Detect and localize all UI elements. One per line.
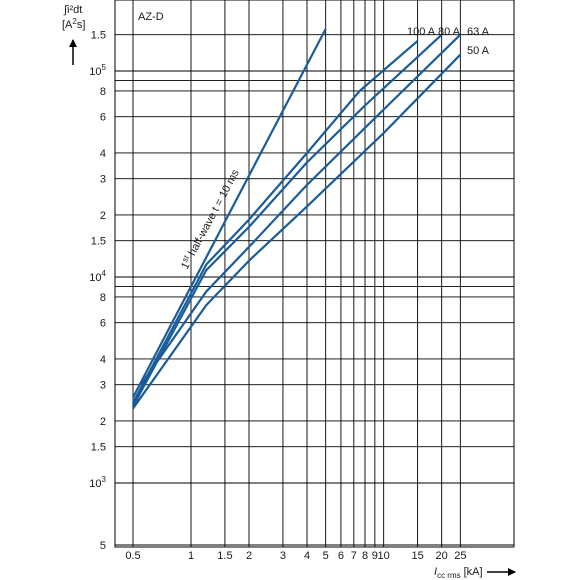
series-label: 50 A (467, 45, 490, 57)
y-tick-label: 2 (100, 210, 106, 222)
x-tick-label: 15 (411, 550, 423, 562)
series-line-100-a (132, 40, 419, 404)
series-label: 80 A (438, 26, 461, 38)
x-tick-label: 1.5 (217, 550, 232, 562)
x-tick-label: 7 (351, 550, 357, 562)
x-tick-label: 8 (362, 550, 368, 562)
series-line-63-a (140, 33, 462, 386)
y-tick-label: 4 (100, 148, 106, 160)
x-tick-label: 10 (378, 550, 390, 562)
x-tick-label: 6 (338, 550, 344, 562)
x-tick-label: 2 (246, 550, 252, 562)
y-tick-label: 105 (89, 63, 106, 78)
x-tick-label: 0.5 (125, 550, 140, 562)
x-tick-label: 1 (188, 550, 194, 562)
y-tick-label: 6 (100, 112, 106, 124)
half-wave-label: 1st half-wave t = 10 ms (177, 166, 242, 271)
half-wave-reference-line (132, 28, 327, 399)
x-tick-label: 5 (323, 550, 329, 562)
y-tick-label: 103 (89, 475, 106, 490)
plot-frame (114, 0, 515, 548)
x-tick-label: 20 (436, 550, 448, 562)
series-label: 63 A (467, 26, 490, 38)
y-axis-label-line1: ∫i²dt (63, 4, 82, 16)
x-tick-label: 25 (454, 550, 466, 562)
y-tick-label: 2 (100, 416, 106, 428)
series-label: 100 A (407, 26, 436, 38)
y-tick-label: 1.5 (91, 30, 106, 42)
y-tick-label: 1.5 (91, 442, 106, 454)
x-axis-label: Icc rms [kA] (434, 566, 483, 580)
y-tick-label: 104 (89, 269, 106, 284)
series-line-80-a (132, 33, 443, 408)
y-tick-label: 1.5 (91, 236, 106, 248)
y-tick-label: 6 (100, 318, 106, 330)
y-tick-label: 3 (100, 174, 106, 186)
y-tick-label: 3 (100, 380, 106, 392)
y-tick-label: 5 (100, 540, 106, 552)
y-tick-label: 4 (100, 354, 106, 366)
tick-labels: 0.5 1 1.5 2 3 4 5 6 7 8 9 10 15 20 2551031.5234681041.… (89, 30, 466, 562)
y-tick-label: 8 (100, 86, 106, 98)
y-tick-label: 8 (100, 292, 106, 304)
x-tick-label: 4 (304, 550, 310, 562)
grid-lines (115, 0, 514, 547)
x-tick-label: 9 (372, 550, 378, 562)
series-lines: 100 A 80 A 63 A 50 A 1st half-wave t = 10 ms (132, 26, 490, 410)
x-tick-label: 3 (280, 550, 286, 562)
y-axis-label-line2: [A2s] (62, 17, 85, 31)
chart-subtitle: AZ-D (138, 11, 164, 23)
series-line-50-a (132, 53, 462, 410)
